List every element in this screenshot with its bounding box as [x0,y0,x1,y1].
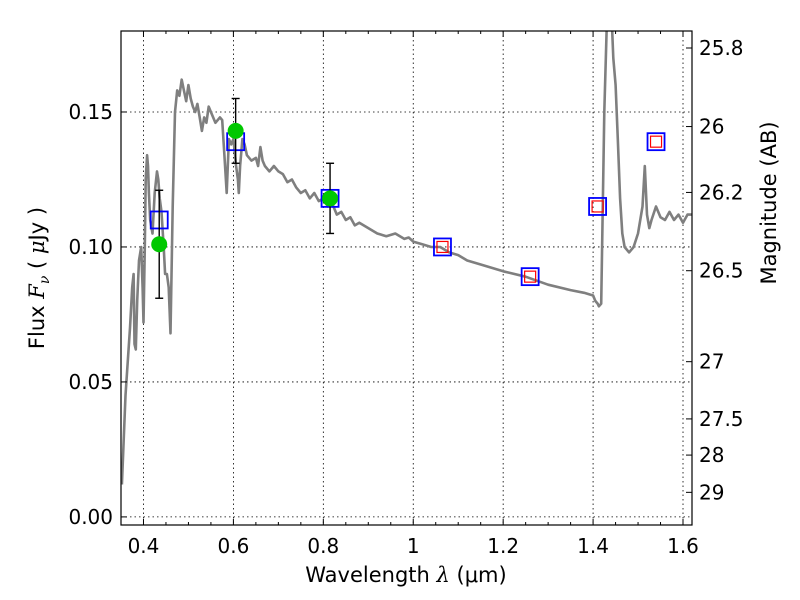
y-tick-label: 0.15 [68,100,113,124]
observed-circle-marker [151,236,168,253]
y-tick-label: 0.05 [68,370,113,394]
y-axis-label: Flux Fν ( μJy ) [25,207,53,349]
tick-layer: 0.4 0.6 0.8 1 1.2 1.4 1.6 0.00 0.05 0.10 0.15 25.8 2… [68,31,744,558]
y2-tick-label: 26.5 [699,259,744,283]
sed-line [121,31,692,485]
y-axis-label-sub: ν [37,275,53,284]
y2-tick-label: 25.8 [699,36,744,60]
x-tick-label: 0.8 [307,534,339,558]
photometry-square-marker [436,240,449,254]
model-square-marker [646,132,666,152]
x-tick-label: 0.4 [128,534,160,558]
y-axis-label-mu: μ [25,240,49,254]
y-axis-label-mid: ( [25,254,49,276]
y2-tick-label: 26 [699,115,724,139]
y2-tick-label: 27 [699,350,724,374]
x-tick-label: 0.6 [217,534,249,558]
model-square-marker [520,267,540,287]
x-axis-label: Wavelength λ (μm) [305,563,506,587]
y-tick-label: 0.00 [68,505,113,529]
marker-layer [149,97,666,299]
y-axis-label-symbol: F [25,283,49,300]
x-tick-label: 1.2 [487,534,519,558]
y2-tick-label: 29 [699,480,724,504]
observed-circle-marker [227,122,244,139]
model-square-marker [588,197,607,216]
grid [121,31,692,525]
photometry-square-marker [591,200,604,213]
y2-tick-label: 28 [699,443,724,467]
photometry-square-marker [649,135,663,148]
x-axis-label-symbol: λ [436,563,450,587]
observed-circle-marker [322,190,339,207]
plot-frame [120,30,693,526]
y2-tick-label: 27.5 [699,407,744,431]
series-layer [121,31,692,485]
y-axis-label-post: Jy ) [25,207,49,243]
y2-tick-label: 26.2 [699,180,744,204]
x-tick-label: 1.6 [667,534,699,558]
x-tick-label: 1 [407,534,420,558]
x-axis-label-pre: Wavelength [305,563,436,587]
x-tick-label: 1.4 [577,534,609,558]
y-tick-label: 0.10 [68,235,113,259]
y-axis-label-pre: Flux [25,299,49,349]
y2-axis-label: Magnitude (AB) [757,121,781,284]
x-axis-label-post: (μm) [450,563,507,587]
photometry-square-marker [524,270,537,283]
model-square-marker [433,237,452,257]
